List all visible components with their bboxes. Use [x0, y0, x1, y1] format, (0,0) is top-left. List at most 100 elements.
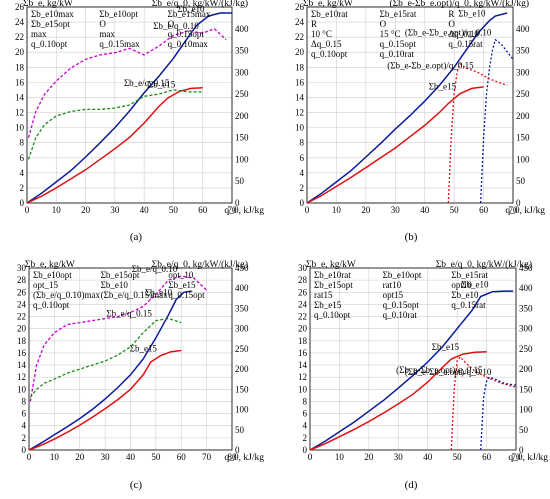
x-axis-label: q_0, kJ/kg	[505, 206, 545, 216]
annotation-label: Σb_e10	[101, 280, 129, 290]
series-line-1	[28, 349, 182, 451]
y-right-tick-label: 50	[519, 425, 529, 435]
y-right-tick-label: 250	[235, 89, 249, 99]
annotation-label: opt_15	[33, 280, 59, 290]
series-label: Σb_e15	[148, 79, 176, 89]
panel-caption: (b)	[405, 231, 418, 243]
y-left-tick-label: 14	[298, 360, 308, 370]
annotation-label: Σb_e15	[314, 300, 342, 310]
y-left-tick-label: 4	[303, 421, 308, 431]
annotation-label: q_0.10rat	[383, 310, 418, 320]
annotation-label: 10 °C	[311, 29, 332, 39]
annotation-label: Σb_e10max	[31, 9, 74, 19]
y-right-tick-label: 100	[235, 154, 249, 164]
y-right-tick-label: 150	[516, 133, 530, 143]
annotation-label: Σb_e10opt	[99, 9, 138, 19]
y-right-tick-label: 400	[516, 24, 530, 34]
x-tick-label: 0	[27, 452, 32, 462]
x-axis-label: q_0, kJ/kg	[508, 453, 548, 463]
y-left-tick-label: 6	[303, 409, 308, 419]
y-right-tick-label: 0	[516, 198, 521, 208]
annotation-label: Σb_e15	[168, 280, 196, 290]
y-left-tick-label: 12	[295, 108, 304, 118]
x-axis-label: q_0, kJ/kg	[224, 206, 264, 216]
panel-caption: (d)	[405, 479, 418, 491]
y-right-tick-label: 300	[516, 67, 530, 77]
x-tick-label: 30	[391, 205, 401, 215]
x-tick-label: 50	[169, 205, 179, 215]
x-tick-label: 60	[177, 452, 187, 462]
y-right-tick-label: 450	[235, 263, 249, 273]
y-right-tick-label: 100	[516, 154, 530, 164]
y-left-tick-label: 16	[298, 348, 308, 358]
annotation-label: q_0.15rat	[448, 39, 483, 49]
y-left-tick-label: 10	[17, 384, 27, 394]
series-line-0	[28, 290, 192, 451]
annotation-label: Σb_e15opt	[101, 270, 140, 280]
annotation-label: Σb_e10opt	[33, 270, 72, 280]
x-tick-label: 60	[482, 452, 492, 462]
annotation-label: q_0.10opt	[311, 49, 348, 59]
y-left-tick-label: 2	[300, 183, 305, 193]
y-left-tick-label: 18	[15, 62, 25, 72]
annotation-label: q_0.15opt	[383, 300, 420, 310]
y-right-tick-label: 450	[519, 263, 533, 273]
y-right-tick-label: 350	[519, 303, 533, 313]
y-left-tick-label: 0	[300, 198, 305, 208]
series-line-3	[480, 376, 517, 451]
annotation-label: q_0.15max	[99, 39, 140, 49]
y-right-tick-label: 250	[516, 89, 530, 99]
y-left-tick-label: 8	[20, 138, 25, 148]
y-right-tick-label: 300	[235, 324, 249, 334]
annotation-label: Σb_e15rat	[451, 270, 488, 280]
series-label: Σb_e10	[177, 4, 205, 14]
y-left-tick-label: 18	[17, 336, 27, 346]
y-left-tick-label: 16	[295, 77, 305, 87]
annotation-label: q_0.10opt	[31, 39, 68, 49]
x-tick-label: 20	[75, 452, 85, 462]
y-left-tick-label: 14	[15, 92, 25, 102]
y-left-tick-label: 2	[20, 183, 25, 193]
x-tick-label: 10	[332, 205, 342, 215]
y-right-tick-label: 300	[235, 67, 249, 77]
annotation-label: q_0.15opt	[168, 29, 205, 39]
x-tick-label: 10	[52, 205, 62, 215]
y-right-tick-label: 350	[235, 46, 249, 56]
series-label: Σb_e15	[432, 342, 460, 352]
y-left-tick-label: 10	[295, 123, 305, 133]
y-left-tick-label: 4	[20, 168, 25, 178]
y-right-tick-label: 350	[516, 46, 530, 56]
series-line-2	[479, 38, 514, 204]
y-left-tick-label: 26	[298, 287, 308, 297]
panel-c: 0 10 20 30 40 50 60 70 8002468101214161820222426…	[17, 259, 264, 491]
y-left-tick-label: 22	[298, 312, 307, 322]
x-tick-label: 60	[198, 205, 208, 215]
y-left-tick-label: 26	[295, 2, 305, 12]
y-left-tick-label: 24	[15, 17, 25, 27]
annotation-label: rat15	[314, 290, 333, 300]
y-left-tick-label: 2	[303, 433, 308, 443]
x-tick-label: 70	[512, 452, 522, 462]
x-tick-label: 50	[453, 452, 463, 462]
plot-frame	[309, 267, 517, 451]
y-left-tick-label: 12	[298, 372, 307, 382]
annotation-label: max	[99, 29, 115, 39]
y-right-tick-label: 200	[516, 111, 530, 121]
series-line-3	[27, 89, 203, 160]
x-tick-label: 70	[202, 452, 212, 462]
y-left-tick-label: 22	[295, 32, 304, 42]
y-right-tick-label: 0	[235, 445, 240, 455]
annotation-label: q_0.10rat	[380, 49, 415, 59]
y-left-tick-label: 28	[298, 275, 308, 285]
y-left-tick-label: 4	[22, 421, 27, 431]
annotation-label: O	[168, 19, 175, 29]
series-label: Σb_e10	[145, 288, 173, 298]
plot-frame	[26, 6, 233, 204]
annotation-label: O	[99, 19, 106, 29]
series-label: Σb_e/q_0.10	[153, 21, 199, 31]
annotation-label: R	[448, 9, 454, 19]
y-left-tick-label: 20	[17, 324, 27, 334]
y-right-tick-label: 50	[235, 176, 245, 186]
series-line-1	[306, 86, 484, 204]
plot-frame	[28, 267, 233, 451]
